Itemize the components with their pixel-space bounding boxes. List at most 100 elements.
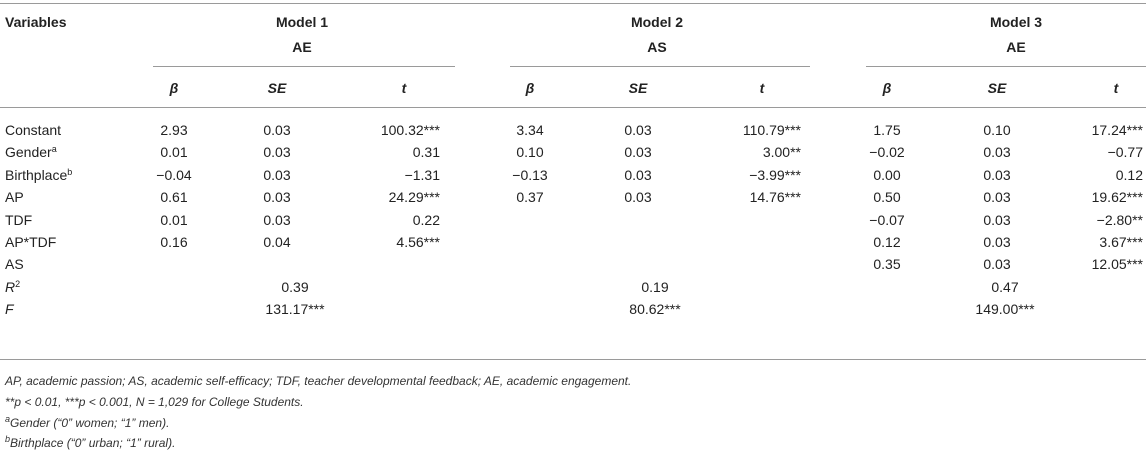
row-label: AP*TDF bbox=[5, 234, 56, 250]
table-cell: 0.04 bbox=[263, 234, 291, 250]
table-cell: 0.37 bbox=[516, 189, 544, 206]
row-label-text: AP*TDF bbox=[5, 234, 57, 250]
summary-value: 0.47 bbox=[991, 278, 1019, 295]
summary-value: 80.62*** bbox=[629, 301, 681, 318]
table-cell: 3.34 bbox=[516, 122, 544, 138]
table-cell: 14.76*** bbox=[749, 189, 801, 206]
row-label: TDF bbox=[5, 212, 32, 228]
table-cell: 0.03 bbox=[263, 144, 291, 161]
birthplace-note: bBirthplace (“0” urban; “1” rural). bbox=[5, 434, 176, 451]
table-cell: 0.12 bbox=[1115, 166, 1143, 183]
row-label: AS bbox=[5, 256, 24, 272]
row-label-text: Constant bbox=[5, 122, 62, 138]
table-cell: −0.13 bbox=[512, 166, 548, 183]
summary-label-superscript: 2 bbox=[15, 278, 21, 289]
significance-note: **p < 0.01, ***p < 0.001, N = 1,029 for … bbox=[5, 395, 304, 409]
table-cell: 110.79*** bbox=[742, 122, 801, 138]
se-header: SE bbox=[628, 80, 648, 96]
table-cell: 0.03 bbox=[983, 256, 1011, 273]
t-header: t bbox=[1113, 80, 1119, 96]
table-cell: 17.24*** bbox=[1091, 122, 1143, 138]
table-cell: 100.32*** bbox=[380, 122, 440, 138]
model2-title: Model 2 bbox=[630, 14, 684, 30]
row-label: Constant bbox=[5, 122, 61, 138]
gender-note: aGender (“0” women; “1” men). bbox=[5, 414, 170, 431]
summary-label: F bbox=[5, 301, 14, 317]
table-cell: 0.03 bbox=[983, 211, 1011, 228]
table-cell: 0.61 bbox=[160, 189, 188, 206]
table-cell: 0.03 bbox=[983, 189, 1011, 206]
table-cell: 0.03 bbox=[263, 189, 291, 206]
model3-title: Model 3 bbox=[989, 14, 1043, 30]
model1-underline bbox=[153, 66, 455, 67]
row-label-superscript: b bbox=[67, 166, 73, 177]
summary-value: 149.00*** bbox=[975, 301, 1035, 318]
table-cell: 0.31 bbox=[412, 144, 440, 161]
table-cell: 0.03 bbox=[263, 166, 291, 183]
summary-label: R2 bbox=[5, 279, 20, 295]
table-cell: 0.10 bbox=[983, 122, 1011, 138]
table-cell: 24.29*** bbox=[388, 189, 440, 206]
row-label-superscript: a bbox=[51, 144, 57, 155]
variables-header: Variables bbox=[5, 14, 67, 30]
bottom-rule bbox=[0, 359, 1146, 360]
table-cell: 19.62*** bbox=[1091, 189, 1143, 206]
summary-value: 131.17*** bbox=[265, 301, 325, 318]
table-cell: 0.12 bbox=[873, 234, 901, 250]
summary-value: 0.39 bbox=[281, 278, 309, 295]
row-label-text: AS bbox=[5, 256, 24, 273]
model1-title: Model 1 bbox=[275, 14, 329, 30]
beta-header: β bbox=[882, 80, 892, 96]
beta-header: β bbox=[525, 80, 535, 96]
header-rule bbox=[0, 107, 1146, 108]
table-cell: −0.04 bbox=[156, 166, 192, 183]
row-label: Gendera bbox=[5, 144, 57, 160]
top-rule bbox=[0, 3, 1146, 4]
table-cell: −2.80** bbox=[1096, 211, 1143, 228]
model3-dv: AE bbox=[1006, 39, 1026, 55]
table-cell: 0.01 bbox=[160, 211, 188, 228]
table-cell: 3.67*** bbox=[1099, 234, 1143, 250]
table-cell: 0.00 bbox=[873, 166, 901, 183]
model3-underline bbox=[866, 66, 1146, 67]
summary-label-text: R bbox=[5, 278, 16, 295]
table-cell: 0.03 bbox=[624, 144, 652, 161]
summary-value: 0.19 bbox=[641, 278, 669, 295]
table-cell: 2.93 bbox=[160, 122, 188, 138]
summary-label-text: F bbox=[5, 301, 14, 318]
t-header: t bbox=[401, 80, 407, 96]
se-header: SE bbox=[267, 80, 287, 96]
se-header: SE bbox=[987, 80, 1007, 96]
table-cell: −0.07 bbox=[869, 211, 905, 228]
table-cell: 0.03 bbox=[983, 166, 1011, 183]
row-label-text: TDF bbox=[5, 211, 33, 228]
model2-underline bbox=[510, 66, 810, 67]
table-cell: 0.03 bbox=[983, 144, 1011, 161]
row-label: Birthplaceb bbox=[5, 167, 72, 183]
table-cell: 0.03 bbox=[983, 234, 1011, 250]
model1-dv: AE bbox=[292, 39, 312, 55]
table-cell: −0.77 bbox=[1107, 144, 1143, 161]
model2-dv: AS bbox=[647, 39, 667, 55]
beta-header: β bbox=[169, 80, 179, 96]
table-cell: 0.01 bbox=[160, 144, 188, 161]
row-label-text: AP bbox=[5, 189, 24, 206]
row-label: AP bbox=[5, 189, 24, 205]
table-cell: 0.35 bbox=[873, 256, 901, 273]
table-cell: 0.03 bbox=[263, 211, 291, 228]
table-cell: 0.03 bbox=[624, 189, 652, 206]
row-label-text: Birthplace bbox=[5, 166, 68, 183]
table-cell: −3.99*** bbox=[749, 166, 801, 183]
table-cell: 0.03 bbox=[263, 122, 291, 138]
table-cell: 0.03 bbox=[624, 166, 652, 183]
table-cell: 0.50 bbox=[873, 189, 901, 206]
table-cell: 0.22 bbox=[412, 211, 440, 228]
table-cell: 0.16 bbox=[160, 234, 188, 250]
table-cell: 0.03 bbox=[624, 122, 652, 138]
abbreviation-note: AP, academic passion; AS, academic self-… bbox=[5, 374, 632, 388]
table-cell: −0.02 bbox=[869, 144, 905, 161]
table-cell: 12.05*** bbox=[1091, 256, 1143, 273]
table-cell: −1.31 bbox=[404, 166, 440, 183]
table-cell: 3.00** bbox=[762, 144, 801, 161]
